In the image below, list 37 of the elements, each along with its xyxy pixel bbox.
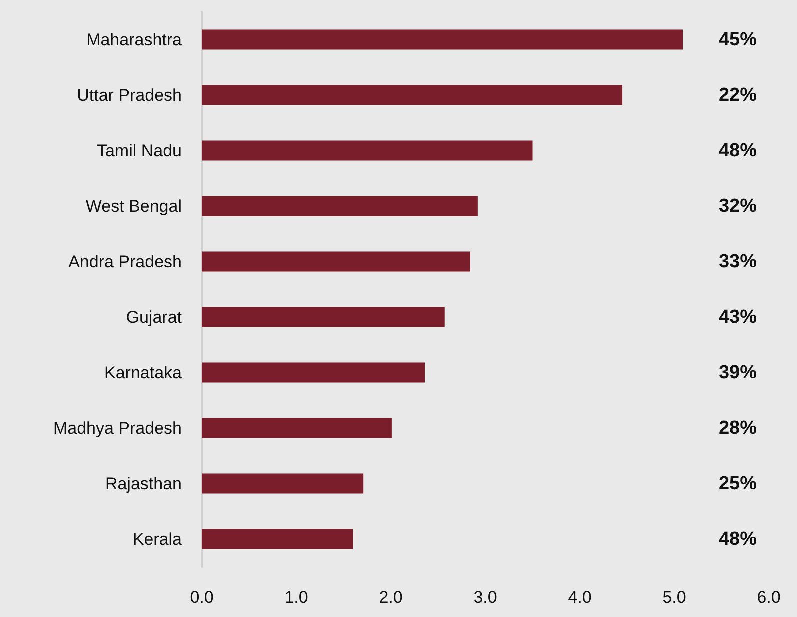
x-tick-label: 1.0 bbox=[284, 588, 308, 607]
bar bbox=[202, 140, 533, 161]
x-tick-label: 2.0 bbox=[379, 588, 403, 607]
bar bbox=[202, 418, 392, 438]
annotation: 22% bbox=[718, 84, 758, 106]
annotation: 43% bbox=[718, 306, 758, 328]
y-tick-label: Uttar Pradesh bbox=[77, 86, 182, 105]
y-tick-label: Maharashtra bbox=[86, 30, 183, 50]
x-tick-label: 0.0 bbox=[190, 588, 214, 607]
bar bbox=[202, 362, 426, 383]
y-tick-label: Andra Pradesh bbox=[68, 252, 182, 272]
annotation: 32% bbox=[718, 196, 758, 217]
y-tick-label: Madhya Pradesh bbox=[53, 418, 182, 438]
y-tick-label: Tamil Nadu bbox=[96, 141, 182, 160]
annotation: 48% bbox=[718, 140, 758, 162]
x-tick-label: 6.0 bbox=[757, 588, 781, 607]
y-tick-label: Kerala bbox=[132, 530, 183, 549]
annotation: 25% bbox=[718, 473, 758, 494]
bar bbox=[202, 474, 364, 494]
x-tick-label: 5.0 bbox=[662, 588, 686, 607]
x-tick-label: 3.0 bbox=[474, 588, 498, 607]
bar bbox=[202, 252, 470, 272]
y-tick-label: Gujarat bbox=[126, 308, 182, 327]
annotation: 33% bbox=[718, 251, 758, 272]
bar bbox=[202, 307, 445, 328]
bar bbox=[202, 529, 354, 550]
bar bbox=[202, 85, 623, 106]
annotation: 45% bbox=[718, 29, 758, 50]
y-tick-label: West Bengal bbox=[86, 196, 182, 216]
bar bbox=[202, 196, 478, 216]
y-tick-label: Rajasthan bbox=[105, 474, 182, 494]
bar bbox=[202, 30, 684, 50]
x-tick-label: 4.0 bbox=[568, 588, 592, 607]
annotation: 28% bbox=[718, 418, 758, 439]
y-tick-label: Karnataka bbox=[104, 363, 183, 382]
annotation: 39% bbox=[718, 362, 758, 384]
annotation: 48% bbox=[718, 528, 758, 550]
